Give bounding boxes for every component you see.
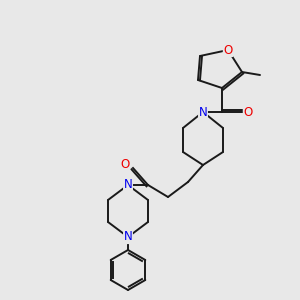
Text: O: O	[120, 158, 130, 170]
Text: N: N	[124, 230, 132, 244]
Text: O: O	[224, 44, 232, 56]
Text: N: N	[124, 178, 132, 191]
Text: N: N	[199, 106, 207, 118]
Text: O: O	[243, 106, 253, 118]
